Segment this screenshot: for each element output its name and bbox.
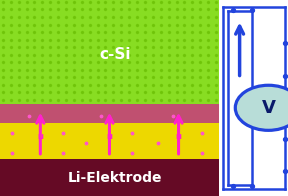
Text: V: V bbox=[262, 99, 275, 117]
Text: Li: Li bbox=[106, 134, 113, 140]
Text: Li-Elektrode: Li-Elektrode bbox=[68, 171, 162, 185]
Bar bbox=[0, 0, 219, 104]
Text: Li: Li bbox=[37, 134, 44, 140]
Circle shape bbox=[235, 85, 288, 130]
Bar bbox=[0, 123, 219, 159]
Text: Li: Li bbox=[175, 134, 182, 140]
Bar bbox=[0, 104, 219, 123]
Bar bbox=[0, 159, 219, 196]
Text: c-Si: c-Si bbox=[99, 47, 131, 62]
